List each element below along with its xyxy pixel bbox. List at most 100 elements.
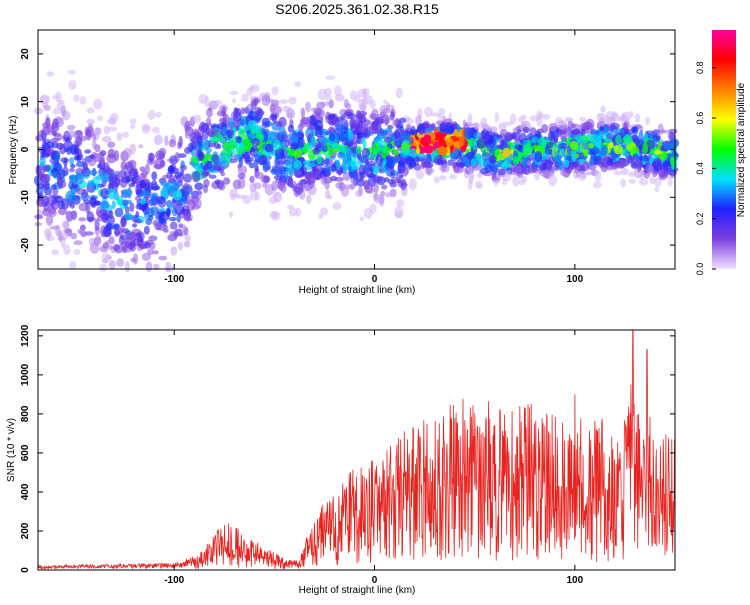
- spectral-amplitude-cell: [586, 171, 592, 176]
- spectral-amplitude-cell: [45, 214, 54, 226]
- spectral-amplitude-cell: [69, 202, 76, 209]
- spectral-amplitude-cell: [40, 161, 45, 167]
- spectral-amplitude-cell: [445, 145, 451, 157]
- spectral-amplitude-cell: [667, 175, 673, 187]
- spectral-amplitude-cell: [382, 99, 388, 104]
- spectral-amplitude-cell: [99, 150, 107, 157]
- spectral-amplitude-cell: [449, 174, 458, 180]
- spectral-amplitude-cell: [401, 132, 411, 140]
- spectral-amplitude-cell: [317, 88, 327, 101]
- spectral-amplitude-cell: [502, 147, 511, 158]
- spectral-amplitude-cell: [332, 202, 342, 210]
- spectral-amplitude-cell: [400, 178, 407, 191]
- spectral-amplitude-cell: [253, 159, 259, 165]
- spectral-amplitude-cell: [623, 122, 628, 132]
- spectrogram-y-tick-label: 0: [20, 146, 31, 152]
- spectral-amplitude-cell: [154, 158, 165, 170]
- spectral-amplitude-cell: [280, 172, 289, 180]
- spectral-amplitude-cell: [107, 188, 116, 200]
- spectral-amplitude-cell: [51, 167, 59, 178]
- spectral-amplitude-cell: [204, 95, 210, 108]
- spectral-amplitude-cell: [69, 144, 79, 155]
- spectral-amplitude-cell: [433, 176, 440, 184]
- spectral-amplitude-cell: [626, 155, 635, 164]
- spectral-amplitude-cell: [598, 150, 607, 157]
- spectral-amplitude-cell: [131, 176, 137, 184]
- spectral-amplitude-cell: [151, 180, 158, 185]
- spectral-amplitude-cell: [181, 224, 187, 236]
- spectral-amplitude-cell: [99, 245, 109, 253]
- spectral-amplitude-cell: [123, 212, 132, 221]
- spectral-amplitude-cell: [548, 122, 558, 131]
- spectral-amplitude-cell: [335, 182, 344, 189]
- spectral-amplitude-cell: [645, 163, 655, 175]
- spectral-amplitude-cell: [324, 158, 330, 166]
- spectral-amplitude-cell: [249, 95, 255, 101]
- spectral-amplitude-cell: [187, 142, 194, 153]
- spectral-amplitude-cell: [178, 135, 183, 148]
- spectral-amplitude-cell: [208, 174, 217, 179]
- spectral-amplitude-cell: [554, 150, 561, 162]
- spectral-amplitude-cell: [168, 139, 177, 148]
- spectral-amplitude-cell: [253, 114, 262, 122]
- spectral-amplitude-cell: [479, 168, 490, 175]
- spectral-amplitude-cell: [183, 190, 189, 197]
- spectral-amplitude-cell: [100, 172, 110, 184]
- spectral-amplitude-cell: [158, 255, 168, 261]
- spectral-amplitude-cell: [158, 147, 167, 157]
- spectral-amplitude-cell: [185, 120, 192, 128]
- spectral-amplitude-cell: [390, 167, 395, 177]
- spectrogram-x-axis-label: Height of straight line (km): [299, 285, 416, 296]
- spectral-amplitude-cell: [114, 244, 123, 254]
- spectral-amplitude-cell: [154, 222, 162, 231]
- colorbar-label: Normalized spectral amplitude: [736, 82, 747, 217]
- spectrogram-y-tick-label: 10: [20, 96, 31, 108]
- spectral-amplitude-cell: [258, 154, 268, 166]
- spectrogram-y-tick-label: -20: [20, 237, 31, 252]
- spectral-amplitude-cell: [160, 187, 170, 199]
- spectral-amplitude-cell: [344, 111, 353, 117]
- spectral-amplitude-cell: [139, 243, 147, 250]
- spectral-amplitude-cell: [423, 134, 432, 144]
- spectral-amplitude-cell: [50, 184, 57, 191]
- spectral-amplitude-cell: [172, 190, 183, 201]
- spectral-amplitude-cell: [101, 252, 111, 264]
- spectral-amplitude-cell: [343, 98, 349, 108]
- spectral-amplitude-cell: [358, 115, 367, 124]
- spectral-amplitude-cell: [310, 107, 321, 112]
- figure-title: S206.2025.361.02.38.R15: [275, 1, 439, 17]
- spectral-amplitude-cell: [237, 128, 246, 139]
- spectral-amplitude-cell: [358, 164, 367, 175]
- spectral-amplitude-cell: [126, 234, 133, 240]
- spectral-amplitude-cell: [455, 162, 466, 168]
- spectral-amplitude-cell: [46, 71, 54, 77]
- spectral-amplitude-cell: [51, 118, 59, 129]
- spectral-amplitude-cell: [129, 202, 135, 212]
- spectral-amplitude-cell: [424, 144, 434, 154]
- spectral-amplitude-cell: [135, 195, 142, 201]
- spectral-amplitude-cell: [535, 130, 541, 135]
- spectral-amplitude-cell: [542, 154, 548, 160]
- spectral-amplitude-cell: [42, 101, 49, 109]
- spectral-amplitude-cell: [495, 144, 504, 150]
- spectral-amplitude-cell: [294, 169, 303, 179]
- spectral-amplitude-cell: [623, 134, 633, 146]
- spectral-amplitude-cell: [269, 114, 277, 121]
- spectral-amplitude-cell: [425, 127, 434, 133]
- spectral-amplitude-cell: [81, 188, 89, 199]
- spectrogram-y-tick-label: 20: [20, 48, 31, 60]
- spectral-amplitude-cell: [522, 126, 530, 134]
- spectral-amplitude-cell: [69, 261, 77, 270]
- spectral-amplitude-cell: [542, 169, 551, 179]
- spectral-amplitude-cell: [66, 124, 76, 131]
- spectral-amplitude-cell: [387, 179, 396, 185]
- spectral-amplitude-cell: [355, 146, 362, 154]
- spectral-amplitude-cell: [534, 170, 541, 181]
- spectral-amplitude-cell: [542, 162, 547, 171]
- spectral-amplitude-cell: [278, 116, 287, 128]
- spectral-amplitude-cell: [534, 151, 543, 163]
- spectral-amplitude-cell: [78, 217, 87, 222]
- spectral-amplitude-cell: [383, 177, 390, 183]
- spectral-amplitude-cell: [540, 114, 551, 120]
- spectral-amplitude-cell: [241, 138, 252, 143]
